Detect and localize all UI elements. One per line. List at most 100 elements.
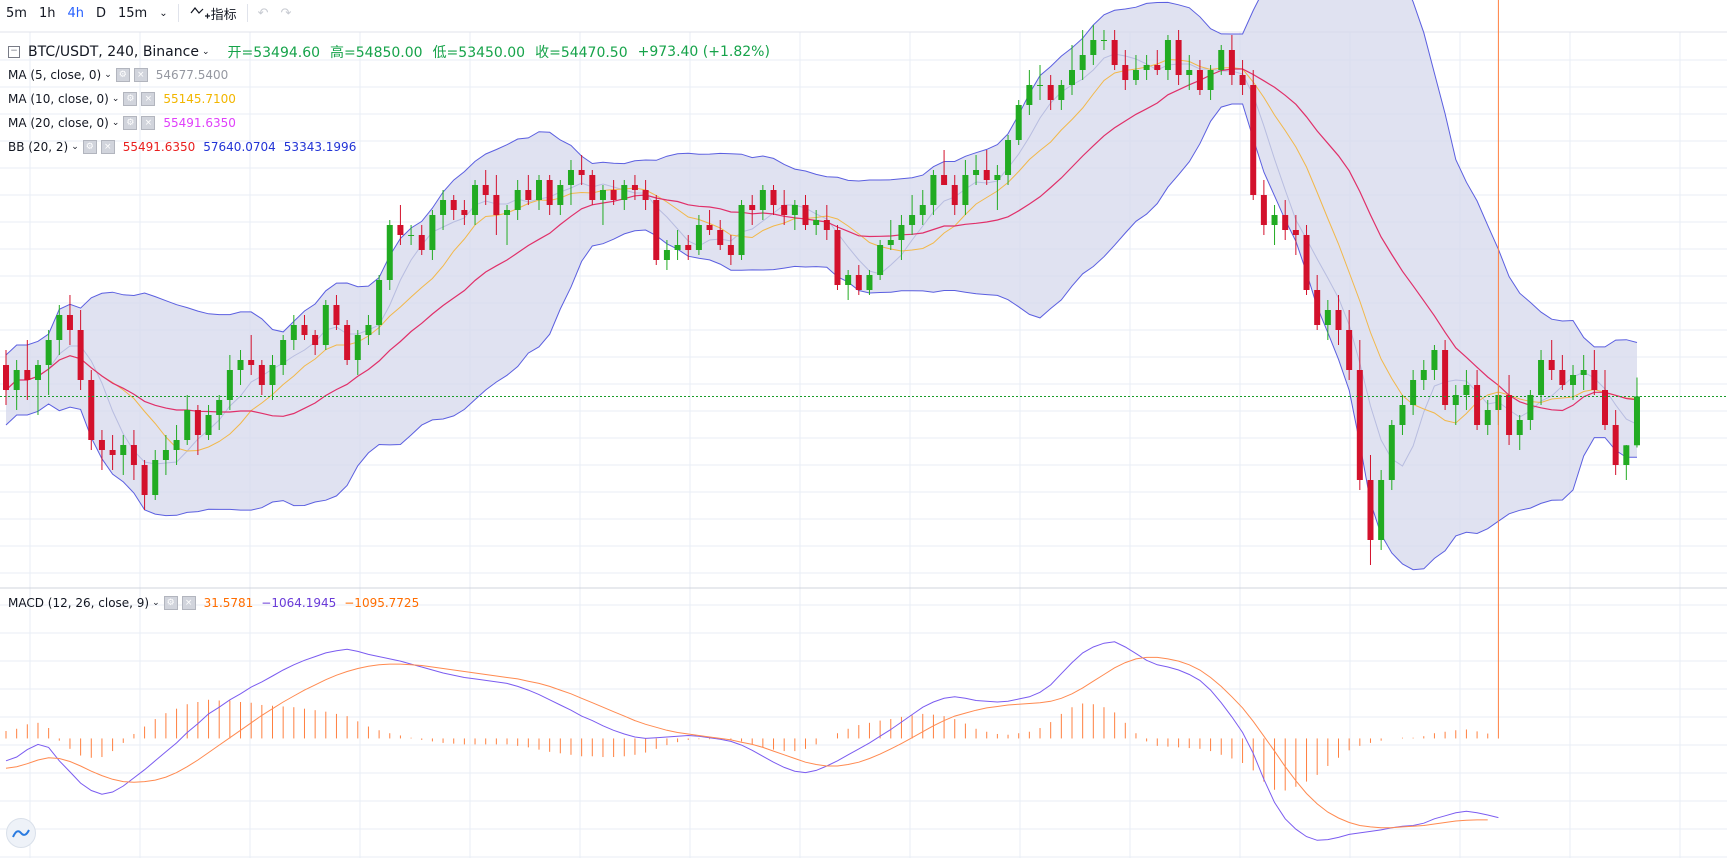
candle <box>88 370 95 450</box>
candle <box>855 265 862 295</box>
symbol-chevron-icon[interactable]: ⌄ <box>201 47 210 57</box>
candle <box>877 240 884 280</box>
candle <box>1026 70 1033 115</box>
signal-line <box>5 656 1488 829</box>
symbol-label[interactable]: BTC/USDT, 240, Binance <box>28 44 199 60</box>
candle <box>1452 385 1459 425</box>
candles <box>3 25 1640 565</box>
settings-icon[interactable]: ⚙ <box>82 140 97 154</box>
candle <box>599 185 606 225</box>
candle <box>1356 340 1363 490</box>
candle-body <box>333 305 340 325</box>
chevron-down-icon[interactable]: ⌄ <box>104 70 112 80</box>
interval-1h[interactable]: 1h <box>38 5 56 21</box>
candle <box>1431 345 1438 380</box>
candle <box>1069 45 1075 95</box>
legend-macd-line: −1064.1945 <box>261 596 337 610</box>
legend-ma20[interactable]: MA (20, close, 0) ⌄ ⚙ × 55491.6350 <box>8 116 236 130</box>
close-icon[interactable]: × <box>133 68 148 82</box>
candle <box>13 360 20 410</box>
candle <box>1538 350 1545 405</box>
candle <box>1132 55 1139 85</box>
legend-bb[interactable]: BB (20, 2) ⌄ ⚙ × 55491.6350 57640.0704 533… <box>8 140 356 154</box>
candle <box>717 220 724 250</box>
interval-15m[interactable]: 15m <box>117 5 148 21</box>
settings-icon[interactable]: ⚙ <box>123 92 138 106</box>
candle-body <box>354 335 361 360</box>
candle-body <box>1602 390 1608 425</box>
settings-icon[interactable]: ⚙ <box>163 596 178 610</box>
candle <box>34 360 41 415</box>
chevron-down-icon[interactable]: ⌄ <box>111 94 120 104</box>
candle-body <box>1132 70 1139 80</box>
legend-ma5[interactable]: MA (5, close, 0) ⌄ ⚙ × 54677.5400 <box>8 68 228 82</box>
close-icon[interactable]: × <box>141 92 156 106</box>
candle-body <box>56 315 63 340</box>
interval-dropdown-chevron-icon[interactable]: ⌄ <box>159 7 168 19</box>
candle <box>1196 60 1203 95</box>
candle-body <box>1047 85 1054 100</box>
chevron-down-icon[interactable]: ⌄ <box>152 598 160 608</box>
candle-body <box>1346 330 1353 370</box>
candle-body <box>418 235 425 250</box>
candle-body <box>1335 310 1342 330</box>
candle-body <box>727 245 734 255</box>
candle <box>1218 45 1225 75</box>
candle-body <box>1282 215 1289 230</box>
candle-body <box>653 200 660 260</box>
candle <box>1164 35 1171 80</box>
candle <box>194 405 201 455</box>
chevron-down-icon[interactable]: ⌄ <box>71 142 79 152</box>
candle-body <box>1633 396 1640 446</box>
candle-body <box>248 360 255 365</box>
chart-logo[interactable] <box>6 818 36 848</box>
candle <box>450 195 457 220</box>
candle-body <box>567 170 574 185</box>
chevron-down-icon[interactable]: ⌄ <box>111 118 120 128</box>
legend-bb-basis: 55491.6350 <box>122 140 196 154</box>
ohlc-high: 高=54850.00 <box>330 45 423 61</box>
legend-ma10[interactable]: MA (10, close, 0) ⌄ ⚙ × 55145.7100 <box>8 92 236 106</box>
macd-pane <box>5 0 1499 841</box>
collapse-icon[interactable]: − <box>8 46 20 58</box>
redo-icon[interactable]: ↷ <box>280 5 292 21</box>
settings-icon[interactable]: ⚙ <box>123 116 138 130</box>
candle <box>1154 50 1161 75</box>
candle-body <box>88 380 95 440</box>
candle-body <box>557 185 564 205</box>
candle-body <box>152 460 159 495</box>
ma20-line <box>5 68 1638 417</box>
candle-body <box>98 440 105 450</box>
toolbar: 5m 1h 4h D 15m ⌄ 指标 ↶ ↷ <box>0 0 1727 26</box>
candle-body <box>1122 65 1129 80</box>
toolbar-divider <box>246 4 248 22</box>
close-icon[interactable]: × <box>181 596 196 610</box>
interval-5m[interactable]: 5m <box>6 5 27 21</box>
symbol-legend: − BTC/USDT, 240, Binance ⌄ 开=53494.60 高=… <box>8 42 780 62</box>
legend-ma10-name: MA (10, close, 0) <box>8 92 109 106</box>
legend-macd[interactable]: MACD (12, 26, close, 9) ⌄ ⚙ × 31.5781 −106… <box>8 596 419 610</box>
candle-body <box>1111 40 1118 65</box>
candle <box>845 270 852 300</box>
candle <box>1303 225 1310 295</box>
candle <box>1324 300 1331 340</box>
candle-body <box>845 275 852 285</box>
candle <box>941 150 948 185</box>
candle-body <box>66 315 73 330</box>
indicators-button[interactable]: 指标 <box>189 4 237 23</box>
candle-body <box>429 215 436 250</box>
candle <box>440 190 447 230</box>
candle <box>1015 100 1022 145</box>
undo-icon[interactable]: ↶ <box>257 5 269 21</box>
candle <box>333 295 340 330</box>
candle <box>1527 390 1534 430</box>
close-icon[interactable]: × <box>100 140 115 154</box>
interval-4h[interactable]: 4h <box>67 5 84 21</box>
interval-d[interactable]: D <box>95 5 106 21</box>
candle-body <box>599 190 606 200</box>
candle <box>1399 395 1406 435</box>
settings-icon[interactable]: ⚙ <box>115 68 130 82</box>
candle-body <box>887 240 894 245</box>
close-icon[interactable]: × <box>141 116 156 130</box>
